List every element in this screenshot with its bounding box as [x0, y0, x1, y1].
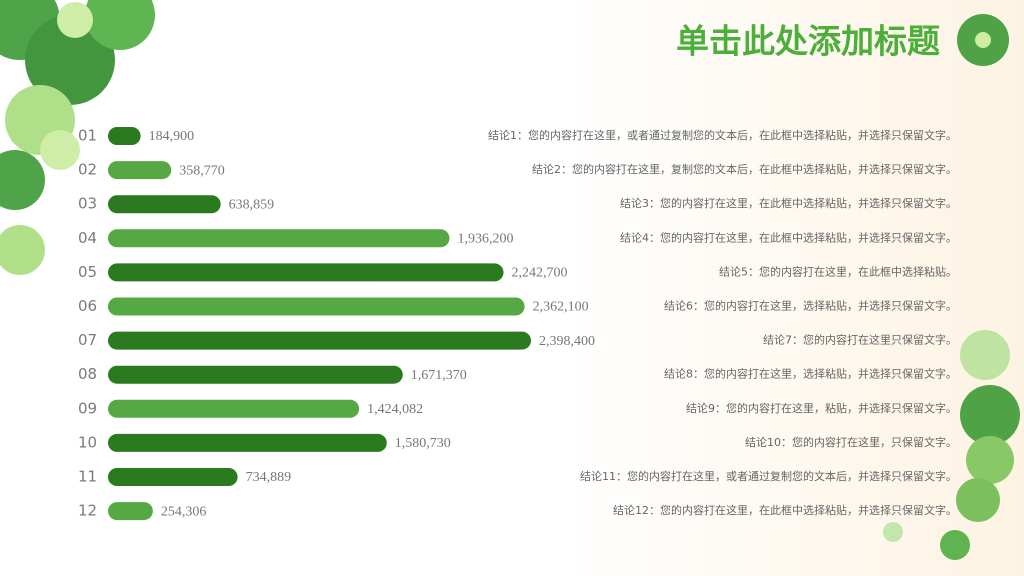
- chart-title: 单击此处添加标题: [676, 22, 940, 61]
- value-label: 1,671,370: [411, 368, 467, 383]
- value-label: 1,936,200: [457, 232, 513, 247]
- category-label: 04: [78, 229, 97, 247]
- conclusion-text: 结论7：您的内容打在这里只保留文字。: [763, 333, 957, 347]
- bar: [108, 365, 403, 384]
- conclusion-text: 结论1：您的内容打在这里，或者通过复制您的文本后，在此框中选择粘贴，并选择只保留…: [488, 128, 957, 142]
- value-label: 638,859: [229, 197, 275, 212]
- conclusion-text: 结论5：您的内容打在这里，在此框中选择粘贴。: [719, 264, 957, 278]
- value-label: 2,242,700: [512, 266, 568, 281]
- category-label: 11: [78, 468, 97, 486]
- value-label: 254,306: [161, 504, 207, 519]
- bar: [108, 127, 141, 145]
- category-label: 01: [78, 127, 97, 145]
- conclusion-text: 结论4：您的内容打在这里，在此框中选择粘贴，并选择只保留文字。: [620, 230, 957, 244]
- bar: [108, 433, 387, 452]
- conclusion-text: 结论6：您的内容打在这里，选择粘贴，并选择只保留文字。: [664, 299, 957, 313]
- value-label: 1,580,730: [395, 436, 451, 451]
- category-label: 06: [78, 297, 97, 315]
- clover-decor-right: [883, 14, 1020, 560]
- bar: [108, 229, 450, 248]
- conclusion-text: 结论10：您的内容打在这里，只保留文字。: [745, 435, 957, 449]
- bar: [108, 263, 504, 282]
- value-label: 1,424,082: [367, 402, 423, 417]
- bar: [108, 195, 221, 214]
- conclusion-text: 结论8：您的内容打在这里，选择粘贴，并选择只保留文字。: [664, 367, 957, 381]
- conclusion-text: 结论2：您的内容打在这里，复制您的文本后，在此框中选择粘贴，并选择只保留文字。: [532, 162, 957, 176]
- bar: [108, 468, 238, 486]
- bar: [108, 297, 525, 316]
- category-label: 08: [78, 365, 97, 383]
- value-label: 358,770: [179, 163, 225, 178]
- conclusion-text: 结论11：您的内容打在这里，或者通过复制您的文本后，并选择只保留文字。: [580, 469, 957, 483]
- bar: [108, 502, 153, 521]
- category-label: 05: [78, 263, 97, 281]
- value-label: 734,889: [246, 470, 292, 485]
- bar: [108, 399, 360, 418]
- category-label: 02: [78, 161, 97, 179]
- bar: [108, 331, 531, 350]
- bar: [108, 161, 172, 180]
- value-label: 2,398,400: [539, 334, 595, 349]
- clover-decor-left: [0, 0, 155, 275]
- value-label: 2,362,100: [533, 300, 589, 315]
- category-label: 10: [78, 433, 97, 451]
- value-label: 184,900: [149, 129, 195, 144]
- category-label: 07: [78, 331, 97, 349]
- category-label: 12: [78, 502, 97, 520]
- conclusion-text: 结论12：您的内容打在这里，在此框中选择粘贴，并选择只保留文字。: [613, 503, 957, 517]
- category-label: 03: [78, 195, 97, 213]
- category-label: 09: [78, 399, 97, 417]
- conclusion-text: 结论9：您的内容打在这里，粘贴，并选择只保留文字。: [686, 401, 957, 415]
- conclusion-text: 结论3：您的内容打在这里，在此框中选择粘贴，并选择只保留文字。: [620, 196, 957, 210]
